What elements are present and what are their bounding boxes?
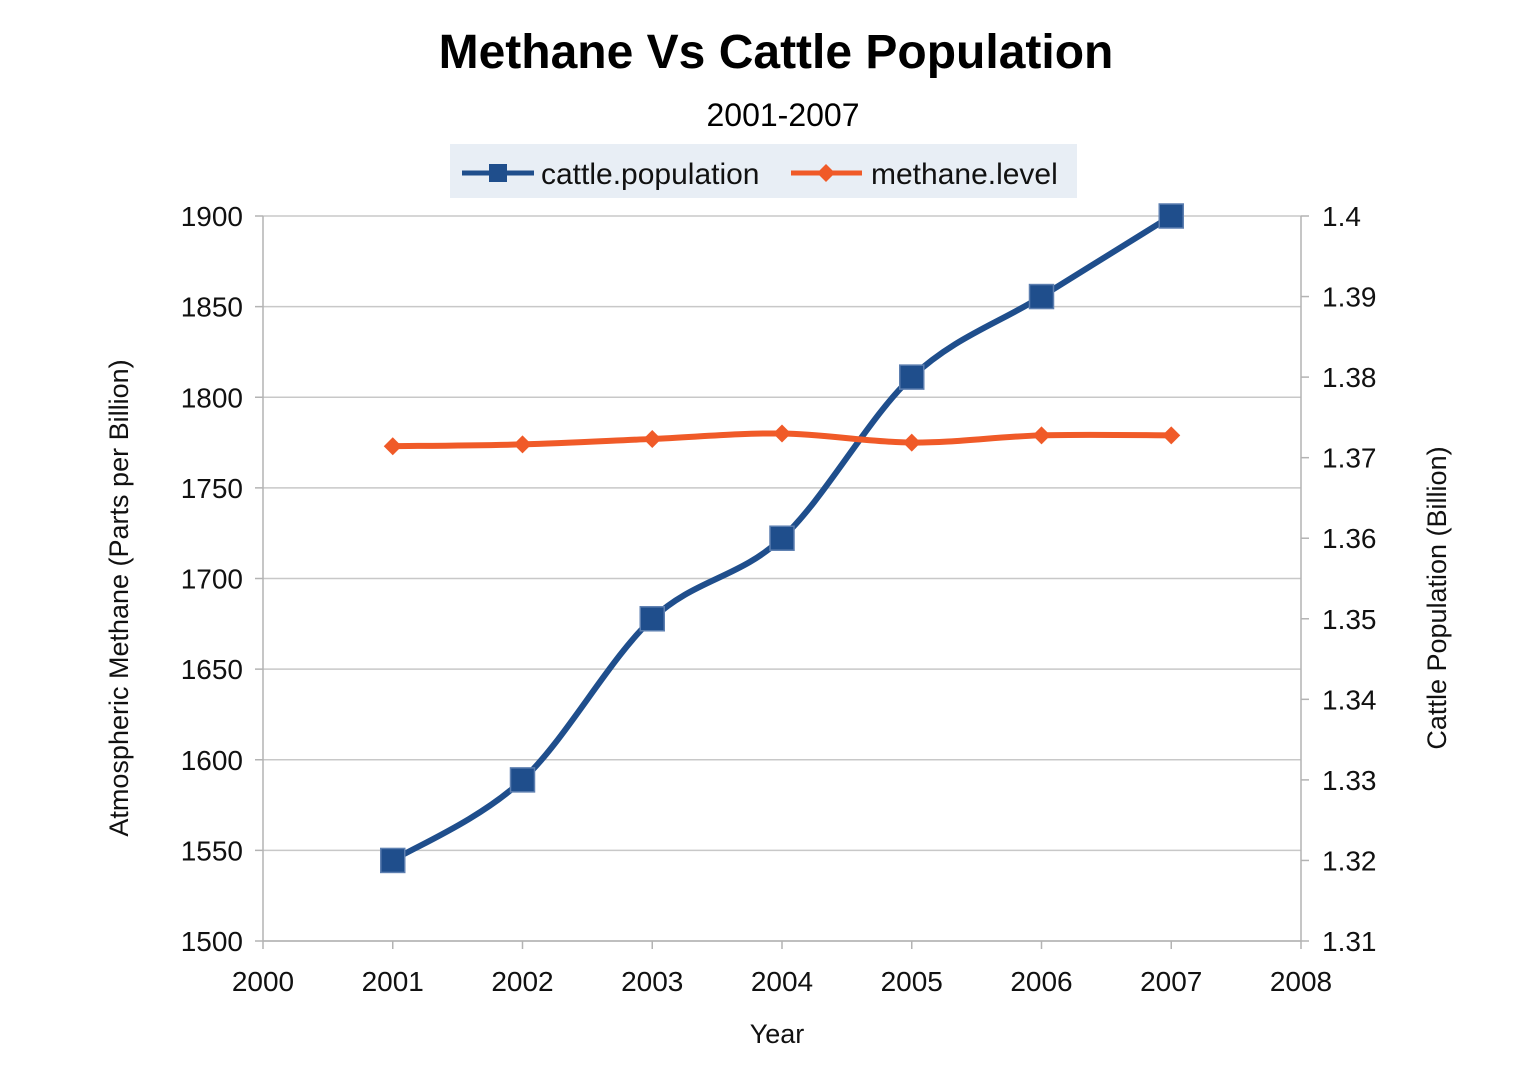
data-point-cattle-population	[639, 606, 665, 632]
legend-item-cattle-population: cattle.population	[462, 158, 760, 191]
y-axis-right-title: Cattle Population (Billion)	[1422, 446, 1452, 749]
y-right-tick-label: 1.31	[1322, 926, 1377, 957]
data-point-cattle-population	[1028, 283, 1055, 310]
x-tick-label: 2001	[362, 966, 424, 997]
data-point-methane-level	[902, 433, 921, 452]
data-point-methane-level	[1162, 426, 1181, 445]
data-point-cattle-population	[509, 767, 536, 793]
y-right-tick-label: 1.4	[1322, 201, 1361, 232]
data-point-cattle-population	[899, 364, 925, 390]
chart-subtitle: 2001-2007	[706, 97, 859, 133]
legend-item-methane-level: methane.level	[791, 158, 1058, 191]
data-point-cattle-population	[1158, 203, 1184, 229]
x-tick-label: 2000	[232, 966, 294, 997]
data-point-methane-level	[513, 435, 532, 454]
legend-background	[450, 144, 1077, 198]
y-left-tick-label: 1700	[181, 564, 243, 595]
x-tick-label: 2006	[1010, 966, 1072, 997]
data-point-methane-level	[383, 437, 402, 456]
x-axis-title: Year	[750, 1019, 805, 1049]
chart-title: Methane Vs Cattle Population	[439, 26, 1114, 79]
y-right-tick-label: 1.37	[1322, 443, 1377, 474]
y-right-tick-label: 1.38	[1322, 362, 1377, 393]
y-left-tick-label: 1550	[181, 835, 243, 866]
data-point-cattle-population	[769, 525, 795, 551]
y-axis-left-title: Atmospheric Methane (Parts per Billion)	[104, 359, 134, 836]
data-point-methane-level	[643, 429, 662, 448]
y-left-tick-label: 1600	[181, 745, 243, 776]
legend-marker-cattle-population	[489, 164, 507, 182]
x-tick-label: 2003	[621, 966, 683, 997]
y-left-tick-label: 1800	[181, 382, 243, 413]
y-left-tick-label: 1750	[181, 473, 243, 504]
y-left-tick-label: 1650	[181, 654, 243, 685]
y-right-tick-label: 1.35	[1322, 604, 1377, 635]
legend-label-cattle-population: cattle.population	[541, 158, 760, 191]
x-tick-label: 2002	[491, 966, 553, 997]
y-left-tick-label: 1500	[181, 926, 243, 957]
y-right-tick-label: 1.32	[1322, 845, 1377, 876]
y-right-tick-label: 1.34	[1322, 684, 1377, 715]
data-point-methane-level	[1032, 426, 1051, 445]
legend-marker-methane-level	[817, 164, 835, 182]
x-tick-label: 2004	[751, 966, 813, 997]
plot-area: 1500 1550 1600 1650 1700 1750 1800 1850 1900 1.31…	[181, 201, 1377, 997]
y-left-tick-label: 1850	[181, 292, 243, 323]
y-right-tick-label: 1.33	[1322, 765, 1377, 796]
y-right-tick-label: 1.39	[1322, 282, 1377, 313]
data-point-cattle-population	[380, 847, 406, 874]
y-right-tick-label: 1.36	[1322, 523, 1377, 554]
x-tick-label: 2008	[1270, 966, 1332, 997]
legend-label-methane-level: methane.level	[871, 158, 1058, 191]
x-tick-label: 2007	[1140, 966, 1202, 997]
x-tick-label: 2005	[881, 966, 943, 997]
y-left-tick-label: 1900	[181, 201, 243, 232]
legend: cattle.population methane.level	[450, 144, 1077, 198]
data-point-methane-level	[773, 424, 791, 443]
